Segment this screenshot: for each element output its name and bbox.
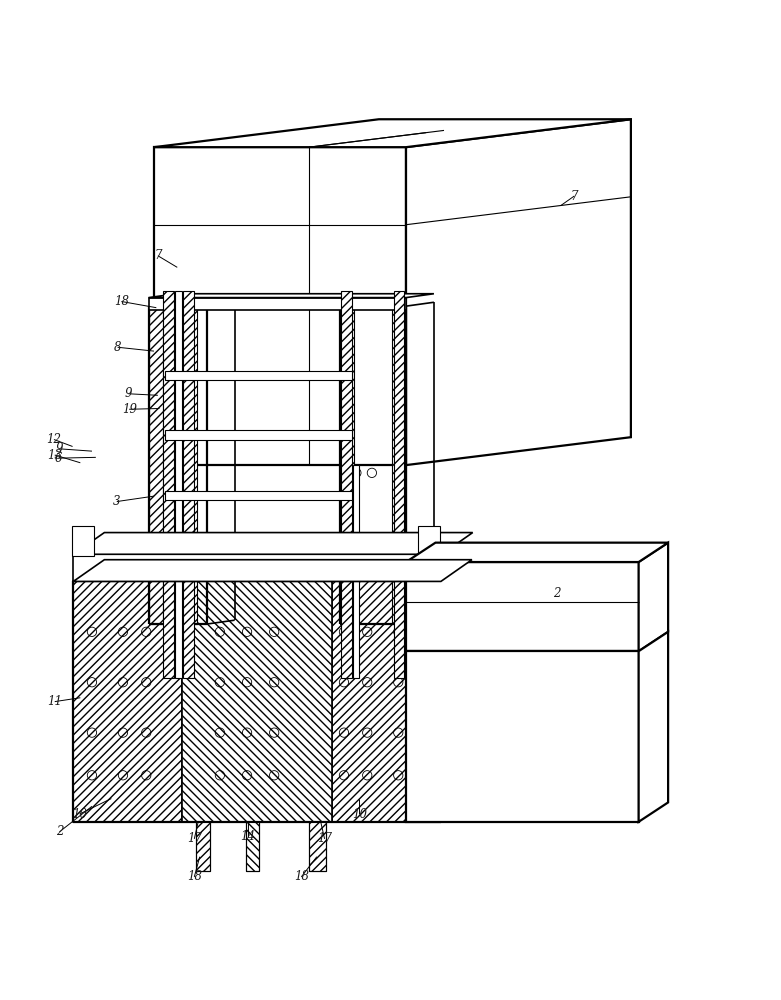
- Text: 7: 7: [571, 190, 578, 203]
- Bar: [196, 822, 210, 871]
- Text: 9: 9: [125, 387, 132, 400]
- Bar: [165, 371, 351, 380]
- Text: 18: 18: [294, 870, 308, 883]
- Polygon shape: [154, 119, 631, 147]
- Bar: [419, 526, 440, 556]
- Text: 7: 7: [154, 249, 162, 262]
- Bar: [341, 291, 351, 678]
- Text: 10: 10: [352, 808, 367, 821]
- Text: 11: 11: [47, 695, 62, 708]
- Bar: [182, 581, 333, 822]
- Polygon shape: [441, 560, 472, 822]
- Text: 18: 18: [187, 870, 201, 883]
- Text: 2: 2: [55, 825, 63, 838]
- Bar: [246, 822, 259, 871]
- Text: 10: 10: [72, 808, 87, 821]
- Polygon shape: [406, 543, 668, 562]
- Bar: [163, 291, 174, 678]
- Bar: [148, 298, 406, 310]
- Bar: [183, 291, 194, 678]
- Bar: [154, 147, 406, 465]
- Bar: [148, 306, 162, 624]
- Bar: [165, 430, 351, 440]
- Bar: [394, 291, 405, 678]
- Text: 14: 14: [241, 830, 255, 843]
- Bar: [392, 306, 406, 624]
- Bar: [309, 822, 326, 871]
- Bar: [340, 306, 354, 624]
- Bar: [72, 526, 94, 556]
- Polygon shape: [441, 560, 472, 822]
- Bar: [333, 581, 441, 822]
- Text: 17: 17: [317, 832, 332, 845]
- Polygon shape: [639, 543, 668, 651]
- Text: 18: 18: [114, 295, 129, 308]
- Bar: [73, 554, 442, 581]
- Text: 2: 2: [554, 587, 561, 600]
- Text: 17: 17: [187, 832, 201, 845]
- Text: 12: 12: [46, 433, 62, 446]
- Text: 19: 19: [122, 403, 137, 416]
- Bar: [73, 581, 182, 822]
- Polygon shape: [73, 560, 472, 581]
- Text: 13: 13: [47, 449, 62, 462]
- Bar: [183, 306, 197, 624]
- Bar: [352, 465, 359, 678]
- Text: 3: 3: [113, 495, 120, 508]
- Polygon shape: [406, 119, 631, 465]
- Bar: [406, 651, 639, 822]
- Polygon shape: [73, 533, 473, 554]
- Polygon shape: [148, 294, 434, 298]
- Text: 9: 9: [55, 442, 63, 455]
- Text: 6: 6: [55, 452, 62, 465]
- Bar: [165, 491, 351, 500]
- Bar: [175, 291, 182, 678]
- Polygon shape: [639, 632, 668, 822]
- Bar: [406, 562, 639, 651]
- Text: 8: 8: [114, 341, 121, 354]
